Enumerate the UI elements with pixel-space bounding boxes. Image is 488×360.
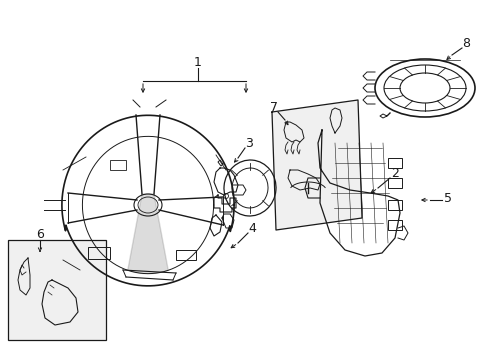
Bar [387, 158, 401, 168]
Text: 8: 8 [461, 36, 469, 50]
Text: 5: 5 [443, 192, 451, 204]
Polygon shape [127, 194, 168, 274]
Bar [8, 240, 106, 340]
Bar [176, 250, 196, 260]
Bar [387, 220, 401, 230]
Text: 2: 2 [390, 166, 398, 180]
Text: 6: 6 [36, 229, 44, 242]
Text: 3: 3 [244, 136, 252, 149]
Text: 4: 4 [247, 221, 255, 234]
Bar [387, 178, 401, 188]
Polygon shape [271, 100, 361, 230]
Bar [88, 247, 110, 259]
Text: 1: 1 [194, 55, 202, 68]
Bar [110, 160, 126, 170]
Text: 7: 7 [269, 100, 278, 113]
Bar [387, 200, 401, 210]
